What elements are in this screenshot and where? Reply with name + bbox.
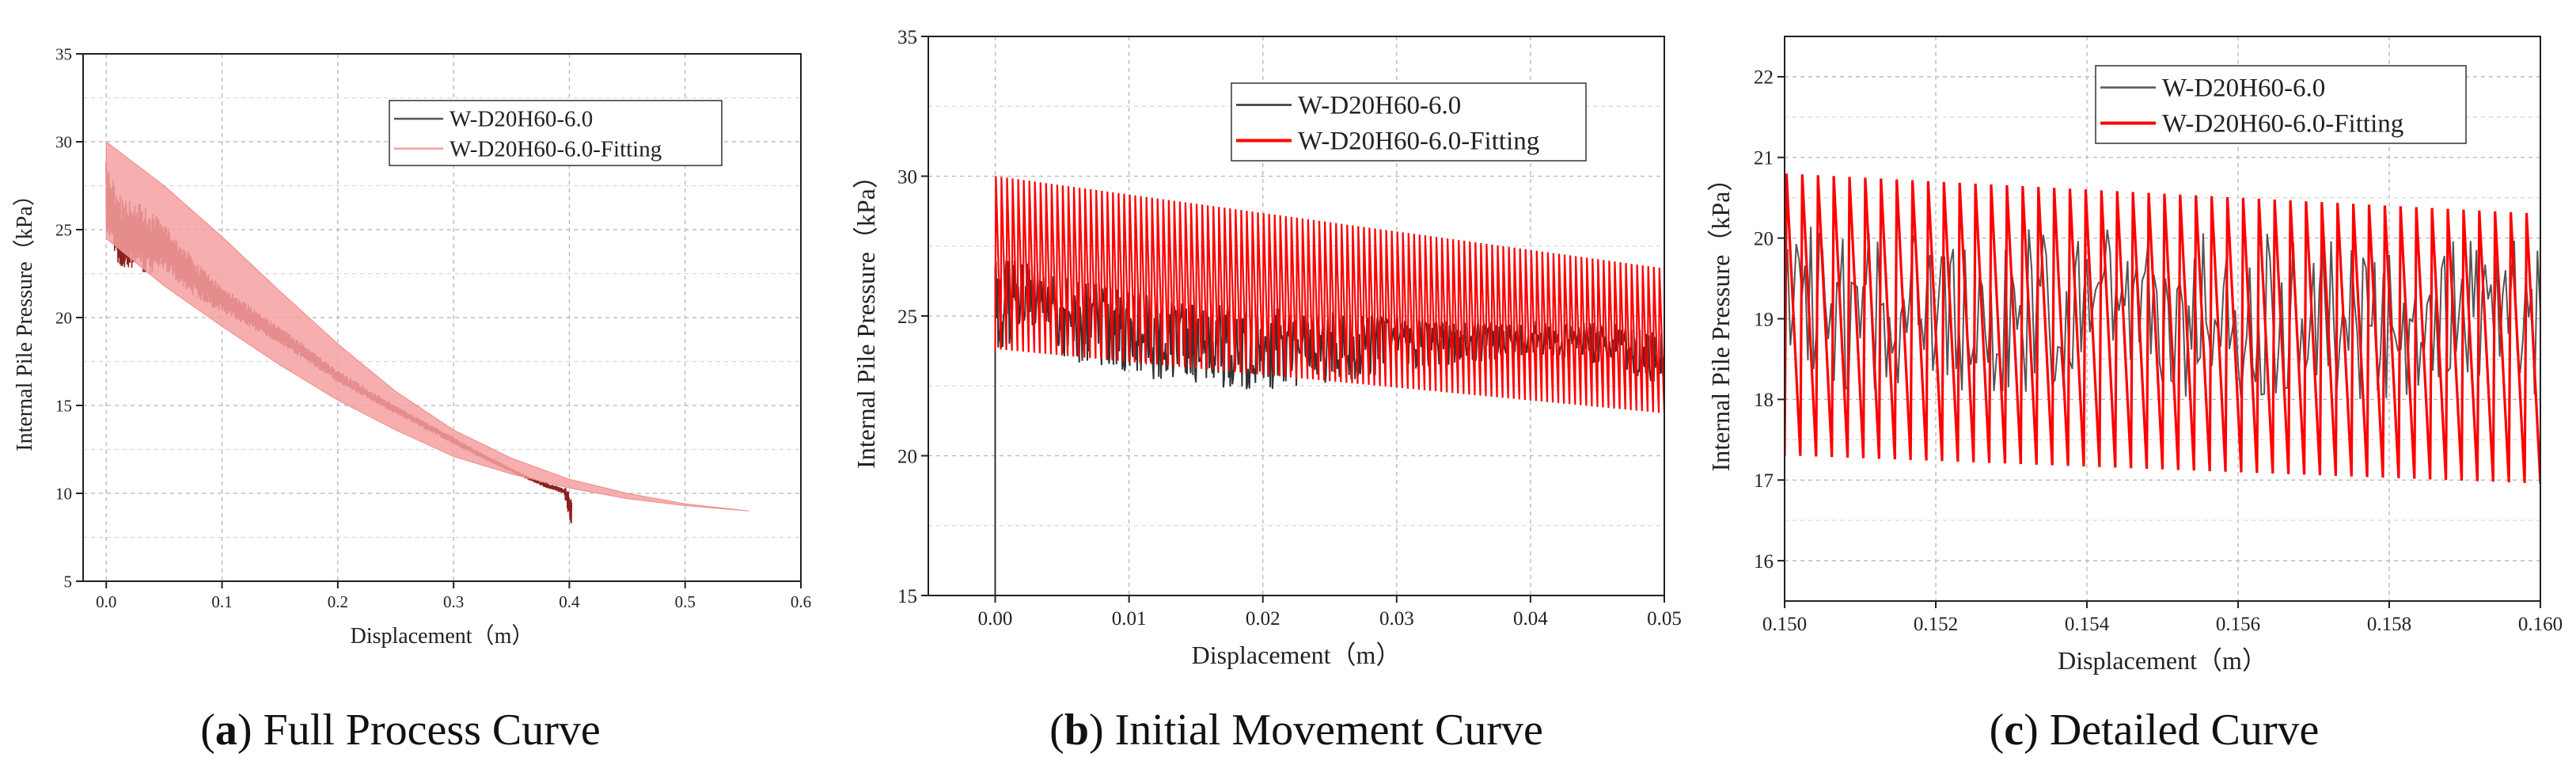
figure-caption: (b) Initial Movement Curve — [1049, 706, 1543, 755]
y-axis-title: Internal Pile Pressure（kPa） — [12, 184, 37, 451]
caption-paren-open: ( — [1049, 706, 1064, 755]
x-tick-label: 0.158 — [2367, 614, 2411, 635]
y-tick-label: 19 — [1754, 309, 1774, 330]
caption-paren-close: ) — [237, 706, 264, 755]
x-tick-label: 0.04 — [1513, 608, 1548, 630]
x-tick-label: 0.0 — [96, 592, 116, 611]
caption-text: Full Process Curve — [264, 706, 601, 755]
legend-label: W-D20H60-6.0 — [2162, 74, 2325, 102]
y-axis-title: Internal Pile Pressure（kPa） — [1706, 166, 1735, 472]
caption-text: Initial Movement Curve — [1115, 706, 1543, 755]
x-tick-label: 0.150 — [1762, 614, 1807, 635]
caption-paren-close: ) — [2024, 706, 2050, 755]
caption-paren-open: ( — [200, 706, 215, 755]
y-tick-label: 16 — [1754, 551, 1774, 573]
caption-paren-close: ) — [1089, 706, 1115, 755]
legend-label: W-D20H60-6.0-Fitting — [450, 136, 662, 162]
caption-paren-open: ( — [1990, 706, 2005, 755]
y-tick-label: 30 — [897, 166, 917, 188]
y-tick-label: 15 — [55, 396, 72, 415]
caption-text: Detailed Curve — [2050, 706, 2320, 755]
figure-caption: (c) Detailed Curve — [1990, 706, 2320, 755]
caption-letter: c — [2004, 706, 2024, 755]
y-tick-label: 10 — [55, 484, 72, 503]
x-tick-label: 0.00 — [978, 608, 1013, 630]
x-tick-label: 0.05 — [1647, 608, 1682, 630]
chart-a: 0.0 0.1 0.2 0.3 0.4 0.5 0.6 5 10 15 20 25 30 35 Displa… — [12, 44, 811, 755]
x-tick-label: 0.2 — [328, 592, 348, 611]
y-tick-label: 18 — [1754, 390, 1774, 411]
y-tick-label: 15 — [897, 586, 917, 607]
y-tick-label: 17 — [1754, 470, 1774, 492]
x-tick-label: 0.03 — [1379, 608, 1414, 630]
plot-data — [105, 140, 749, 524]
legend-box — [2095, 65, 2467, 144]
y-tick-label: 20 — [55, 308, 72, 327]
legend: W-D20H60-6.0 W-D20H60-6.0-Fitting — [2095, 65, 2467, 144]
series-fitting — [1785, 173, 2540, 484]
x-tick-label: 0.154 — [2065, 614, 2110, 635]
series-fitting — [994, 176, 1664, 413]
legend-label: W-D20H60-6.0-Fitting — [2162, 109, 2403, 138]
x-axis-title: Displacement（m） — [2058, 646, 2267, 675]
x-tick-label: 0.156 — [2216, 614, 2260, 635]
x-tick-label: 0.5 — [675, 592, 696, 611]
legend: W-D20H60-6.0 W-D20H60-6.0-Fitting — [389, 100, 723, 166]
y-tick-label: 20 — [1754, 228, 1774, 249]
x-tick-label: 0.152 — [1914, 614, 1958, 635]
legend-box — [389, 100, 723, 166]
x-tick-label: 0.160 — [2518, 614, 2563, 635]
y-tick-label: 35 — [55, 44, 72, 63]
x-tick-label: 0.3 — [443, 592, 464, 611]
legend-box — [1231, 82, 1587, 162]
figure-caption: (a) Full Process Curve — [200, 706, 601, 755]
series-fitting — [105, 140, 749, 512]
x-tick-label: 0.1 — [211, 592, 232, 611]
caption-letter: b — [1064, 706, 1089, 755]
x-tick-label: 0.02 — [1246, 608, 1280, 630]
y-axis-title: Internal Pile Pressure（kPa） — [852, 163, 880, 469]
y-tick-label: 35 — [897, 27, 917, 48]
x-tick-label: 0.6 — [791, 592, 811, 611]
y-tick-label: 25 — [897, 306, 917, 328]
y-tick-label: 25 — [55, 220, 72, 239]
plot-data — [1785, 173, 2540, 484]
x-tick-label: 0.01 — [1112, 608, 1147, 630]
legend-label: W-D20H60-6.0 — [1298, 91, 1461, 120]
y-tick-label: 21 — [1754, 148, 1774, 169]
y-tick-label: 20 — [897, 446, 917, 467]
chart-b: 0.00 0.01 0.02 0.03 0.04 0.05 15 20 25 30 35 Displa… — [852, 27, 1682, 755]
x-axis-title: Displacement（m） — [1192, 641, 1402, 669]
y-tick-label: 30 — [55, 132, 72, 151]
caption-letter: a — [215, 706, 237, 755]
x-tick-label: 0.4 — [559, 592, 580, 611]
legend-label: W-D20H60-6.0-Fitting — [1298, 127, 1539, 155]
chart-c: 0.150 0.152 0.154 0.156 0.158 0.160 16 17 18 19 20… — [1706, 36, 2563, 755]
x-axis-title: Displacement（m） — [351, 623, 534, 649]
legend-label: W-D20H60-6.0 — [450, 107, 593, 132]
y-tick-label: 5 — [64, 572, 73, 591]
legend: W-D20H60-6.0 W-D20H60-6.0-Fitting — [1231, 82, 1587, 162]
plot-data — [994, 176, 1664, 595]
y-tick-label: 22 — [1754, 67, 1774, 89]
